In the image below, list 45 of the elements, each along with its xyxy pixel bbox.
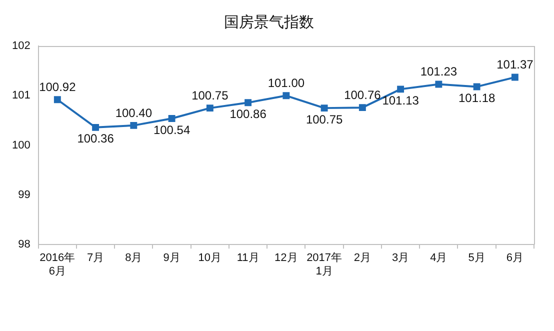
data-label: 100.54 bbox=[153, 122, 190, 137]
x-tick-label: 10月 bbox=[198, 252, 222, 264]
y-tick-label: 99 bbox=[18, 188, 30, 201]
data-label: 100.86 bbox=[230, 106, 267, 121]
point bbox=[92, 124, 100, 131]
y-tick-label: 101 bbox=[12, 90, 30, 102]
point bbox=[320, 104, 328, 112]
point bbox=[358, 104, 366, 112]
x-tick-label: 2016年 6月 bbox=[40, 252, 76, 278]
x-tick-label: 6月 bbox=[506, 252, 524, 264]
x-tick-label: 2月 bbox=[354, 252, 371, 264]
point bbox=[473, 83, 480, 90]
x-tick-label: 5月 bbox=[468, 252, 486, 264]
point bbox=[397, 86, 404, 93]
data-label: 101.00 bbox=[268, 76, 305, 90]
data-label: 100.75 bbox=[306, 112, 343, 126]
x-tick-label: 2017年 1月 bbox=[306, 252, 342, 278]
data-label: 100.92 bbox=[39, 80, 76, 94]
point bbox=[435, 80, 442, 88]
chart-title: 国房景气指数 bbox=[224, 14, 314, 32]
x-tick-label: 8月 bbox=[125, 252, 142, 264]
data-label: 100.75 bbox=[192, 88, 229, 102]
x-tick-label: 4月 bbox=[430, 252, 448, 264]
x-tick-label: 7月 bbox=[86, 252, 104, 264]
x-tick-label: 11月 bbox=[236, 252, 260, 264]
point bbox=[168, 115, 176, 122]
data-label: 100.36 bbox=[77, 132, 114, 146]
y-tick-label: 100 bbox=[12, 139, 30, 152]
point bbox=[206, 104, 214, 112]
point bbox=[54, 96, 61, 104]
data-label: 101.18 bbox=[458, 91, 496, 106]
data-label: 101.13 bbox=[382, 94, 420, 108]
data-label: 100.76 bbox=[344, 88, 382, 102]
x-tick-label: 3月 bbox=[392, 252, 410, 264]
y-tick-label: 102 bbox=[12, 40, 30, 52]
point bbox=[130, 122, 138, 129]
point bbox=[511, 74, 518, 81]
data-label: 101.37 bbox=[496, 58, 534, 72]
x-tick-label: 9月 bbox=[163, 252, 180, 264]
data-label: 101.23 bbox=[420, 64, 458, 79]
point bbox=[282, 92, 290, 100]
x-tick-label: 12月 bbox=[274, 252, 298, 264]
y-tick-label: 98 bbox=[18, 238, 30, 251]
point bbox=[244, 99, 252, 106]
data-label: 100.40 bbox=[115, 106, 152, 120]
